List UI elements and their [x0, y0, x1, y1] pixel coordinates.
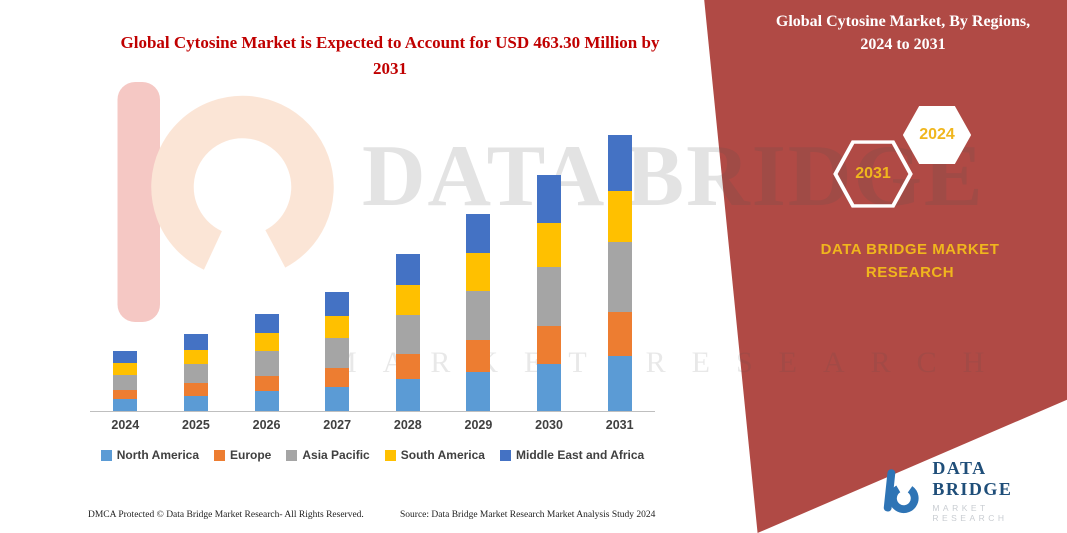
bar-segment-north-america — [254, 391, 279, 411]
x-label-2031: 2031 — [605, 418, 634, 432]
bar-segment-europe — [113, 389, 138, 400]
bar-segment-middle-east-and-africa — [607, 135, 632, 191]
bar-segment-middle-east-and-africa — [537, 175, 562, 223]
watermark-logo-icon — [100, 72, 350, 332]
bar-segment-south-america — [537, 222, 562, 268]
legend-label: Asia Pacific — [302, 448, 370, 462]
x-axis-labels: 2024 2025 2026 2027 2028 2029 2030 2031 — [90, 418, 655, 432]
chart-title: Global Cytosine Market is Expected to Ac… — [120, 33, 660, 79]
bar-segment-asia-pacific — [113, 374, 138, 390]
watermark-text-marketresearch: MARKET RESEARCH — [330, 346, 1011, 379]
bar-segment-middle-east-and-africa — [113, 350, 138, 364]
bar-2025 — [183, 334, 208, 411]
legend-item-europe: Europe — [214, 448, 271, 462]
stacked-bar-chart: 2024 2025 2026 2027 2028 2029 2030 2031 North A… — [90, 126, 655, 462]
plot-area — [90, 126, 655, 412]
bar-segment-europe — [254, 375, 279, 392]
bar-segment-asia-pacific — [325, 338, 350, 369]
legend-label: North America — [116, 448, 200, 462]
bar-segment-europe — [325, 368, 350, 388]
bar-segment-south-america — [395, 285, 420, 316]
x-label-2028: 2028 — [393, 418, 422, 432]
bar-2024 — [113, 350, 138, 411]
x-label-2024: 2024 — [111, 418, 140, 432]
legend-swatch-icon — [384, 449, 396, 461]
databridge-logo-icon — [883, 468, 919, 513]
bar-segment-south-america — [183, 349, 208, 364]
bar-segment-middle-east-and-africa — [466, 213, 491, 254]
bar-segment-middle-east-and-africa — [183, 334, 208, 350]
legend-label: Middle East and Africa — [515, 448, 645, 462]
bar-2031 — [607, 135, 632, 411]
bar-segment-europe — [537, 326, 562, 364]
bar-segment-south-america — [113, 363, 138, 375]
bar-segment-north-america — [466, 371, 491, 411]
databridge-logo: DATA BRIDGE MARKET RESEARCH — [876, 458, 1067, 523]
chart-legend: North America Europe Asia Pacific South Ame… — [90, 448, 655, 462]
x-label-2030: 2030 — [535, 418, 563, 432]
bar-segment-middle-east-and-africa — [254, 313, 279, 333]
x-label-2025: 2025 — [182, 418, 210, 432]
bar-segment-south-america — [325, 315, 350, 339]
bar-segment-south-america — [466, 253, 491, 291]
legend-swatch-icon — [286, 449, 298, 461]
bar-2030 — [537, 175, 562, 411]
dmca-footer-text: DMCA Protected © Data Bridge Market Rese… — [88, 510, 364, 520]
bar-segment-asia-pacific — [466, 290, 491, 341]
bar-segment-north-america — [113, 399, 138, 411]
bar-segment-north-america — [395, 379, 420, 411]
logo-name: DATA BRIDGE — [932, 458, 1013, 499]
x-label-2026: 2026 — [252, 418, 281, 432]
bar-2026 — [254, 313, 279, 411]
bar-segment-asia-pacific — [537, 267, 562, 327]
legend-item-middle-east-and-africa: Middle East and Africa — [499, 448, 645, 462]
bar-segment-south-america — [607, 190, 632, 243]
bar-segment-north-america — [537, 363, 562, 411]
source-footer-text: Source: Data Bridge Market Research Mark… — [400, 510, 656, 520]
legend-swatch-icon — [499, 449, 511, 461]
legend-swatch-icon — [214, 449, 226, 461]
bar-segment-europe — [607, 311, 632, 356]
legend-label: Europe — [230, 448, 272, 462]
bar-segment-asia-pacific — [183, 363, 208, 383]
databridge-logo-text: DATA BRIDGE MARKET RESEARCH — [932, 458, 1067, 523]
bar-segment-europe — [466, 340, 491, 372]
bar-segment-asia-pacific — [395, 315, 420, 355]
bar-segment-middle-east-and-africa — [325, 291, 350, 316]
bar-segment-middle-east-and-africa — [395, 253, 420, 286]
bar-2029 — [466, 213, 491, 411]
bar-segment-europe — [183, 383, 208, 396]
bar-segment-asia-pacific — [254, 351, 279, 376]
bar-segment-north-america — [325, 387, 350, 411]
logo-subtitle: MARKET RESEARCH — [932, 503, 1008, 523]
legend-swatch-icon — [100, 449, 112, 461]
bar-segment-asia-pacific — [607, 242, 632, 312]
x-label-2029: 2029 — [464, 418, 493, 432]
legend-item-asia-pacific: Asia Pacific — [286, 448, 370, 462]
bar-segment-north-america — [183, 395, 208, 411]
bar-segment-south-america — [254, 332, 279, 352]
bar-2028 — [395, 253, 420, 411]
legend-label: South America — [400, 448, 485, 462]
bar-segment-north-america — [607, 355, 632, 411]
bar-segment-europe — [395, 354, 420, 380]
bar-2027 — [325, 291, 350, 411]
legend-item-north-america: North America — [100, 448, 200, 462]
legend-item-south-america: South America — [384, 448, 485, 462]
x-label-2027: 2027 — [323, 418, 352, 432]
